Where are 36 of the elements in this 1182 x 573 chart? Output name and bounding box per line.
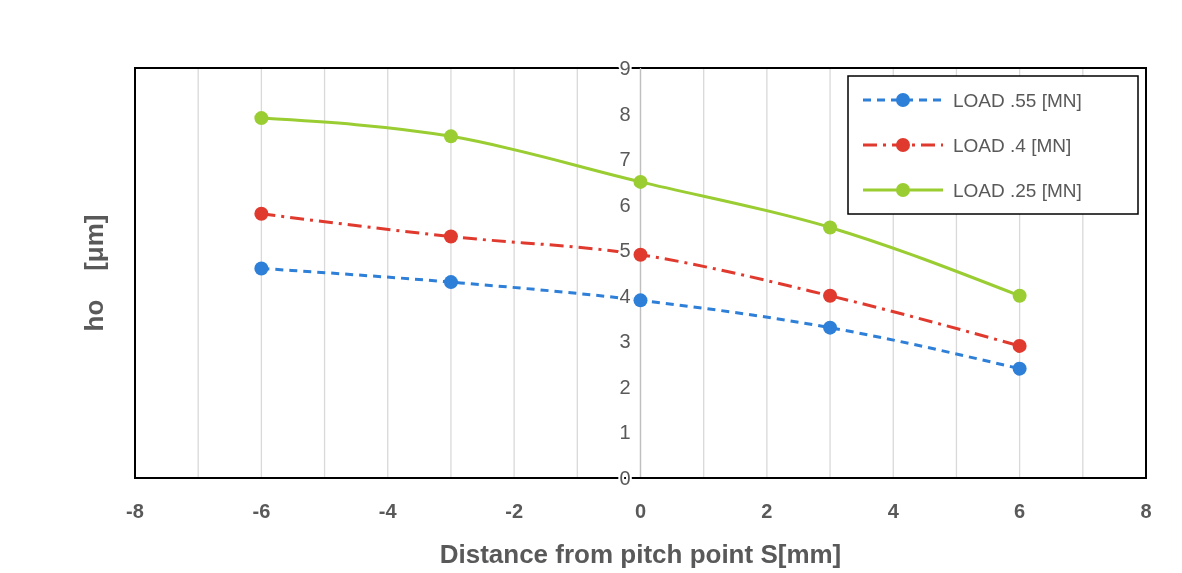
point: [443, 229, 458, 244]
y-tick-label: 1: [619, 421, 631, 444]
x-axis-title: Distance from pitch point S[mm]: [439, 539, 842, 569]
legend-label: LOAD .25 [MN]: [953, 180, 1082, 201]
point: [1012, 338, 1027, 353]
point: [633, 174, 648, 189]
x-tick-label: 6: [1014, 500, 1026, 522]
point: [443, 129, 458, 144]
point: [823, 288, 838, 303]
y-tick-label: 5: [619, 239, 631, 262]
point: [254, 111, 269, 126]
point: [1012, 361, 1027, 376]
x-tick-label: -8: [126, 500, 144, 522]
x-tick-label: 4: [887, 500, 900, 522]
x-tick-label: -6: [252, 500, 271, 522]
x-tick-label: 8: [1140, 500, 1152, 522]
y-axis-title: ho [μm]: [79, 214, 109, 332]
x-tick-label: 0: [634, 500, 647, 522]
point: [443, 275, 458, 290]
point: [254, 206, 269, 221]
x-tick-label: 2: [761, 500, 773, 522]
point: [254, 261, 269, 276]
point: [633, 247, 648, 262]
point: [633, 293, 648, 308]
y-tick-label: 7: [619, 148, 631, 171]
point: [823, 320, 838, 335]
point: [823, 220, 838, 235]
point: [1012, 288, 1027, 303]
x-tick-label: -4: [378, 500, 398, 522]
y-tick-label: 3: [619, 330, 631, 353]
x-tick-label: -2: [505, 500, 524, 522]
y-tick-label: 8: [619, 102, 631, 125]
legend-label: LOAD .55 [MN]: [953, 90, 1082, 111]
legend-label: LOAD .4 [MN]: [953, 135, 1072, 156]
y-tick-label: 2: [619, 375, 631, 398]
y-tick-label: 6: [619, 193, 631, 216]
